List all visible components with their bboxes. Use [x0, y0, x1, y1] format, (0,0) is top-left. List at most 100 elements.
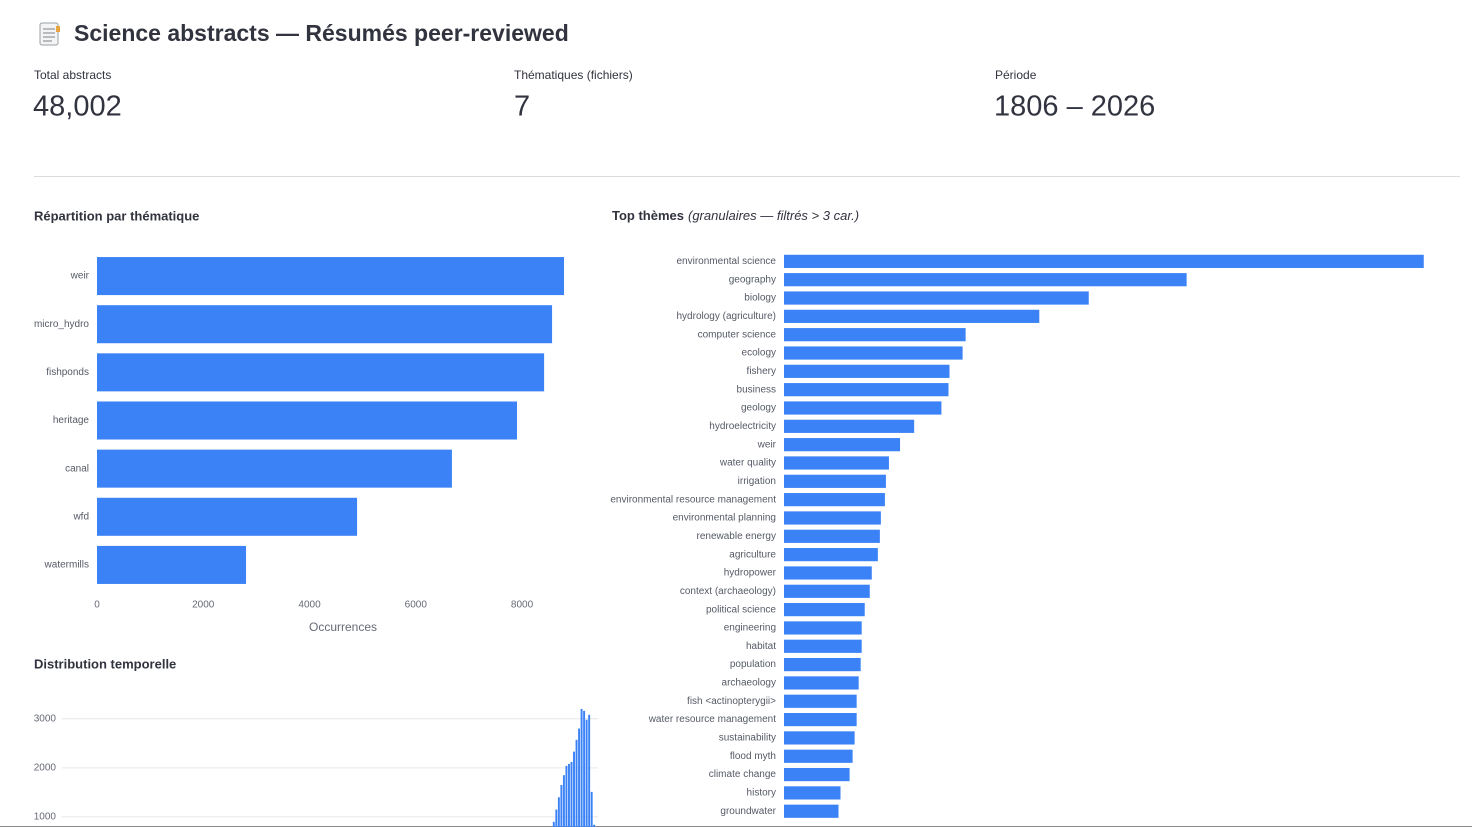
- bar: [784, 529, 880, 543]
- x-tick-label: 4000: [298, 600, 321, 611]
- y-tick-label: geology: [741, 403, 776, 414]
- bar: [784, 456, 889, 470]
- y-tick-label: habitat: [746, 641, 776, 652]
- bar: [784, 474, 886, 488]
- x-axis-label: Occurrences: [309, 620, 377, 634]
- y-tick-label: computer science: [698, 329, 777, 340]
- bar: [784, 401, 942, 415]
- y-tick-label: hydroelectricity: [709, 421, 776, 432]
- y-tick-label: engineering: [724, 623, 776, 634]
- bar: [97, 305, 553, 344]
- histogram-bar: [580, 708, 583, 827]
- y-tick-label: canal: [65, 463, 89, 474]
- y-tick-label: hydropower: [724, 568, 777, 579]
- histogram-bar: [593, 824, 596, 827]
- bar: [784, 291, 1089, 305]
- y-tick-label: 1000: [34, 812, 57, 823]
- bar: [784, 364, 950, 378]
- bar: [97, 449, 452, 488]
- y-tick-label: weir: [757, 439, 777, 450]
- bar: [784, 804, 839, 818]
- y-tick-label: fishery: [747, 366, 776, 377]
- bar: [784, 566, 872, 580]
- bar: [784, 328, 966, 342]
- chart-title: Répartition par thématique: [34, 208, 199, 223]
- y-tick-label: 2000: [34, 762, 57, 773]
- y-tick-label: 3000: [34, 713, 57, 724]
- bar: [97, 257, 565, 296]
- histogram-bar: [583, 710, 586, 827]
- bar: [784, 621, 862, 635]
- y-tick-label: wfd: [72, 511, 89, 522]
- bar: [784, 383, 949, 397]
- histogram-bar: [557, 797, 560, 827]
- chart: 0 2000 4000 6000 8000 Occurrences weir micro_hy…: [34, 257, 565, 634]
- y-tick-label: political science: [706, 604, 776, 615]
- y-tick-label: renewable energy: [697, 531, 777, 542]
- histogram-bar: [570, 761, 573, 827]
- bar: [784, 419, 915, 433]
- y-tick-label: water resource management: [648, 714, 777, 725]
- bar: [784, 731, 855, 745]
- bar: [97, 401, 518, 440]
- histogram-bar: [588, 714, 591, 827]
- histogram-bar: [565, 765, 568, 827]
- y-tick-label: biology: [744, 293, 776, 304]
- bar: [784, 712, 857, 727]
- metric-value: 48,002: [33, 91, 122, 123]
- histogram-bar: [578, 728, 581, 827]
- y-tick-label: flood myth: [730, 751, 776, 762]
- metric-value: 7: [514, 91, 530, 123]
- y-tick-label: weir: [70, 271, 90, 282]
- chart: environmental science geography biology hyd…: [610, 254, 1424, 818]
- y-tick-label: business: [737, 384, 776, 395]
- histogram-bar: [573, 751, 575, 827]
- histogram-bar: [562, 775, 565, 827]
- y-tick-label: water quality: [719, 458, 776, 469]
- bar: [784, 438, 901, 452]
- y-tick-label: agriculture: [729, 549, 776, 560]
- x-tick-label: 8000: [511, 600, 534, 611]
- chart: 1000 2000 3000: [34, 708, 598, 827]
- y-tick-label: sustainability: [719, 733, 776, 744]
- y-tick-label: fish <actinopterygii>: [687, 696, 776, 707]
- bar: [784, 254, 1424, 268]
- bar: [784, 639, 862, 653]
- bar: [784, 548, 878, 562]
- y-tick-label: geography: [729, 274, 776, 285]
- bar: [97, 545, 247, 584]
- x-tick-label: 6000: [405, 600, 428, 611]
- y-tick-label: history: [747, 788, 776, 799]
- histogram-bar: [555, 809, 558, 827]
- bar: [784, 309, 1040, 323]
- metric-value: 1806 – 2026: [994, 91, 1155, 123]
- y-tick-label: population: [730, 659, 776, 670]
- bar: [97, 353, 545, 392]
- bar: [784, 511, 881, 525]
- chart-title: Top thèmes (granulaires — filtrés > 3 car…: [612, 208, 859, 223]
- metric-label: Total abstracts: [34, 68, 111, 82]
- y-tick-label: environmental resource management: [610, 494, 776, 505]
- y-tick-label: watermills: [44, 560, 89, 571]
- bar: [784, 493, 885, 507]
- page-title: Science abstracts — Résumés peer-reviewe…: [74, 20, 569, 46]
- x-tick-label: 0: [94, 600, 100, 611]
- x-tick-label: 2000: [192, 600, 215, 611]
- y-tick-label: archaeology: [722, 678, 776, 689]
- y-tick-label: environmental planning: [673, 513, 776, 524]
- histogram-bar: [585, 719, 588, 827]
- histogram-bar: [552, 821, 555, 827]
- histogram-bar: [575, 739, 578, 827]
- bar: [97, 497, 358, 536]
- chart-title: Distribution temporelle: [34, 656, 176, 671]
- y-tick-label: heritage: [53, 415, 90, 426]
- title-icon: [39, 22, 60, 46]
- y-tick-label: environmental science: [677, 256, 777, 267]
- chart-subtitle: (granulaires — filtrés > 3 car.): [688, 208, 859, 223]
- histogram-bar: [560, 785, 563, 827]
- y-tick-label: fishponds: [46, 367, 89, 378]
- bar: [784, 603, 865, 617]
- bar: [784, 694, 857, 708]
